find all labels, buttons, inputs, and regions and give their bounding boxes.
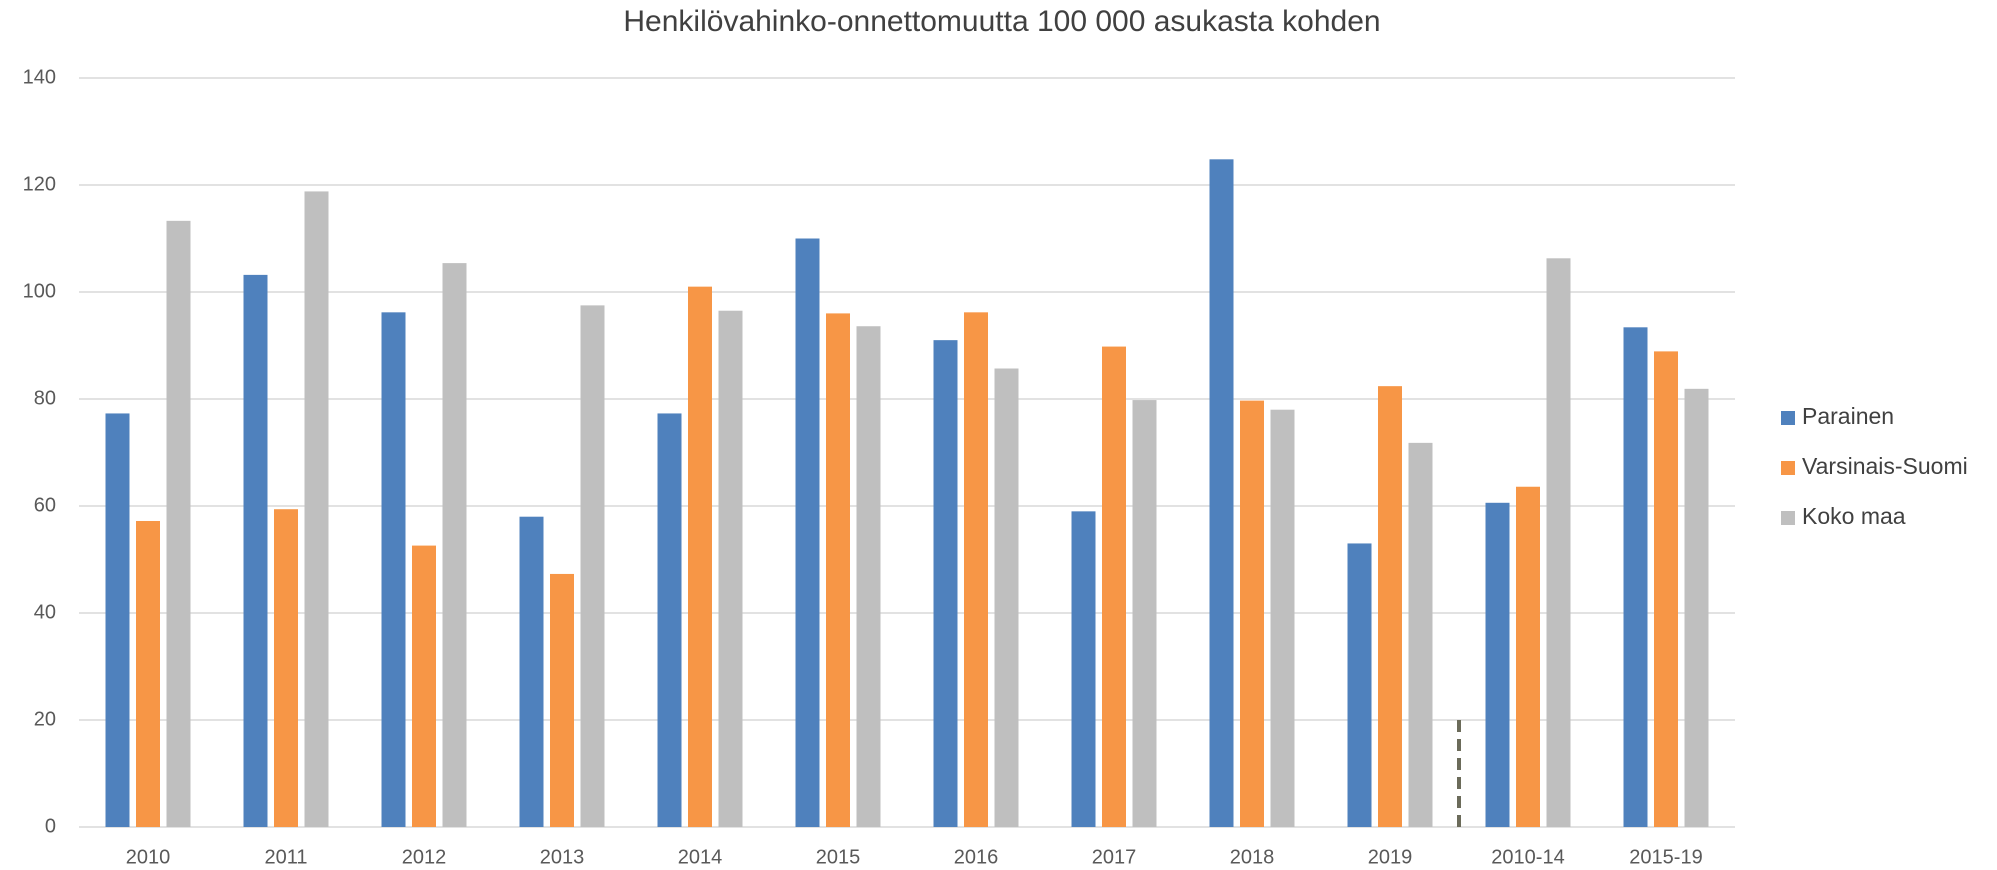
bar: [994, 368, 1019, 827]
bar: [243, 274, 268, 827]
bar: [795, 238, 820, 827]
bar: [718, 310, 743, 828]
bar: [1270, 409, 1295, 827]
x-tick-label: 2011: [264, 846, 307, 868]
bar: [1684, 388, 1709, 827]
y-tick-label: 20: [34, 708, 56, 730]
y-tick-label: 120: [23, 173, 56, 195]
bar: [136, 520, 160, 827]
bar: [580, 305, 605, 827]
x-tick-label: 2015: [816, 846, 861, 868]
bar: [1623, 327, 1648, 827]
x-tick-label: 2010: [126, 846, 171, 868]
x-tick-label: 2014: [678, 846, 723, 868]
bar: [381, 312, 406, 828]
x-tick-label: 2017: [1092, 846, 1137, 868]
bar: [442, 263, 467, 827]
bar: [274, 509, 298, 827]
y-tick-label: 40: [34, 601, 56, 623]
bar: [1654, 351, 1678, 827]
bar: [1071, 511, 1096, 827]
bar: [657, 413, 682, 827]
bar: [105, 413, 130, 827]
bar: [1102, 346, 1126, 827]
bar: [856, 326, 881, 827]
legend-label: Parainen: [1802, 403, 1894, 429]
y-tick-label: 140: [23, 66, 56, 88]
legend-label: Koko maa: [1802, 503, 1906, 529]
legend-swatch: [1781, 411, 1795, 425]
legend-swatch: [1781, 461, 1795, 475]
y-tick-label: 60: [34, 494, 56, 516]
bar: [1132, 400, 1157, 827]
bar: [1516, 486, 1540, 827]
bar: [933, 340, 958, 827]
bar: [964, 312, 988, 828]
bar: [1347, 543, 1372, 827]
x-tick-label: 2015-19: [1629, 846, 1702, 868]
bar: [166, 220, 191, 828]
x-tick-label: 2018: [1230, 846, 1275, 868]
bar: [412, 545, 436, 827]
bar: [1378, 386, 1402, 827]
y-tick-label: 80: [34, 387, 56, 409]
y-tick-label: 100: [23, 280, 56, 302]
chart-title: Henkilövahinko-onnettomuutta 100 000 asu…: [623, 5, 1380, 38]
bar: [1209, 159, 1234, 827]
bar: [1408, 442, 1433, 827]
bar: [826, 313, 850, 827]
x-tick-label: 2013: [540, 846, 585, 868]
bar: [688, 286, 712, 827]
bar: [1240, 400, 1264, 827]
bar: [550, 573, 574, 827]
y-tick-label: 0: [45, 815, 56, 837]
x-tick-label: 2019: [1368, 846, 1413, 868]
bar: [1546, 258, 1571, 827]
bar: [519, 516, 544, 827]
legend-swatch: [1781, 511, 1795, 525]
bar: [1485, 502, 1510, 827]
bar: [304, 191, 329, 828]
x-tick-label: 2012: [402, 846, 447, 868]
x-tick-label: 2010-14: [1491, 846, 1564, 868]
x-tick-label: 2016: [954, 846, 999, 868]
legend-label: Varsinais-Suomi: [1802, 453, 1968, 479]
